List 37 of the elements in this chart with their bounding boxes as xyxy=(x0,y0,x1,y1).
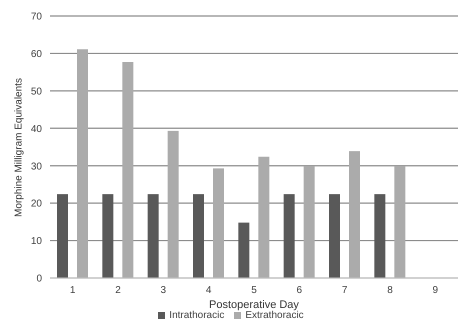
x-axis-title: Postoperative Day xyxy=(209,299,300,311)
bar xyxy=(258,156,270,278)
bar xyxy=(284,194,295,278)
bar xyxy=(57,194,68,278)
bar xyxy=(148,194,159,278)
x-tick-label: 9 xyxy=(432,285,439,296)
bar xyxy=(77,49,88,278)
x-tick-label: 6 xyxy=(296,285,303,296)
y-tick-label: 50 xyxy=(30,86,42,98)
x-tick-label: 2 xyxy=(115,285,122,296)
bar xyxy=(238,222,250,278)
y-tick-label: 0 xyxy=(36,274,42,285)
y-tick-label: 10 xyxy=(30,236,42,248)
x-tick-label: 8 xyxy=(387,285,394,296)
bar xyxy=(394,166,406,278)
x-tick-label: 7 xyxy=(342,285,348,296)
bar xyxy=(213,168,224,278)
x-tick-label: 5 xyxy=(251,285,258,296)
bar xyxy=(193,194,204,278)
y-tick-label: 70 xyxy=(30,12,42,23)
bar xyxy=(102,194,114,278)
bar xyxy=(349,151,360,278)
bar xyxy=(304,166,315,278)
x-tick-label: 3 xyxy=(160,285,167,296)
legend-label: Extrathoracic xyxy=(245,310,304,321)
y-tick-label: 60 xyxy=(30,48,42,60)
x-tick-label: 1 xyxy=(70,285,76,296)
bar xyxy=(168,130,179,278)
bar xyxy=(329,194,340,278)
bar xyxy=(374,194,386,278)
y-tick-label: 20 xyxy=(30,198,42,210)
x-tick-label: 4 xyxy=(206,285,212,296)
y-tick-label: 40 xyxy=(30,124,42,135)
y-axis-title: Morphine Milligram Equivalents xyxy=(14,78,25,217)
y-tick-label: 30 xyxy=(30,161,42,172)
bar xyxy=(122,62,134,278)
legend-label: Intrathoracic xyxy=(169,310,224,321)
